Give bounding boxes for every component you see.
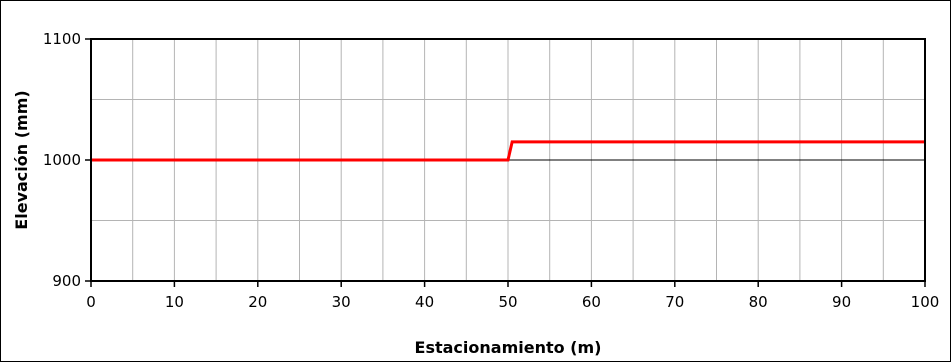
x-tick-label: 40 [415,293,434,311]
y-axis-title: Elevación (mm) [12,90,31,229]
y-tick-labels: 900 1000 1100 [43,30,91,290]
x-tick-label: 10 [165,293,184,311]
x-tick-label: 70 [665,293,684,311]
y-tick-label: 1000 [43,151,81,169]
x-tick-label: 30 [332,293,351,311]
series-line-0 [91,140,925,162]
x-axis-title: Estacionamiento (m) [415,338,602,357]
series-layer [91,140,925,162]
x-tick-label: 100 [911,293,940,311]
x-tick-label: 90 [832,293,851,311]
y-tick-label: 1100 [43,30,81,48]
x-tick-labels: 0 10 20 30 40 50 60 70 80 90 100 [86,281,939,311]
x-tick-label: 0 [86,293,96,311]
x-tick-label: 60 [582,293,601,311]
x-tick-label: 80 [749,293,768,311]
y-tick-label: 900 [52,272,81,290]
x-tick-label: 20 [248,293,267,311]
x-tick-label: 50 [498,293,517,311]
